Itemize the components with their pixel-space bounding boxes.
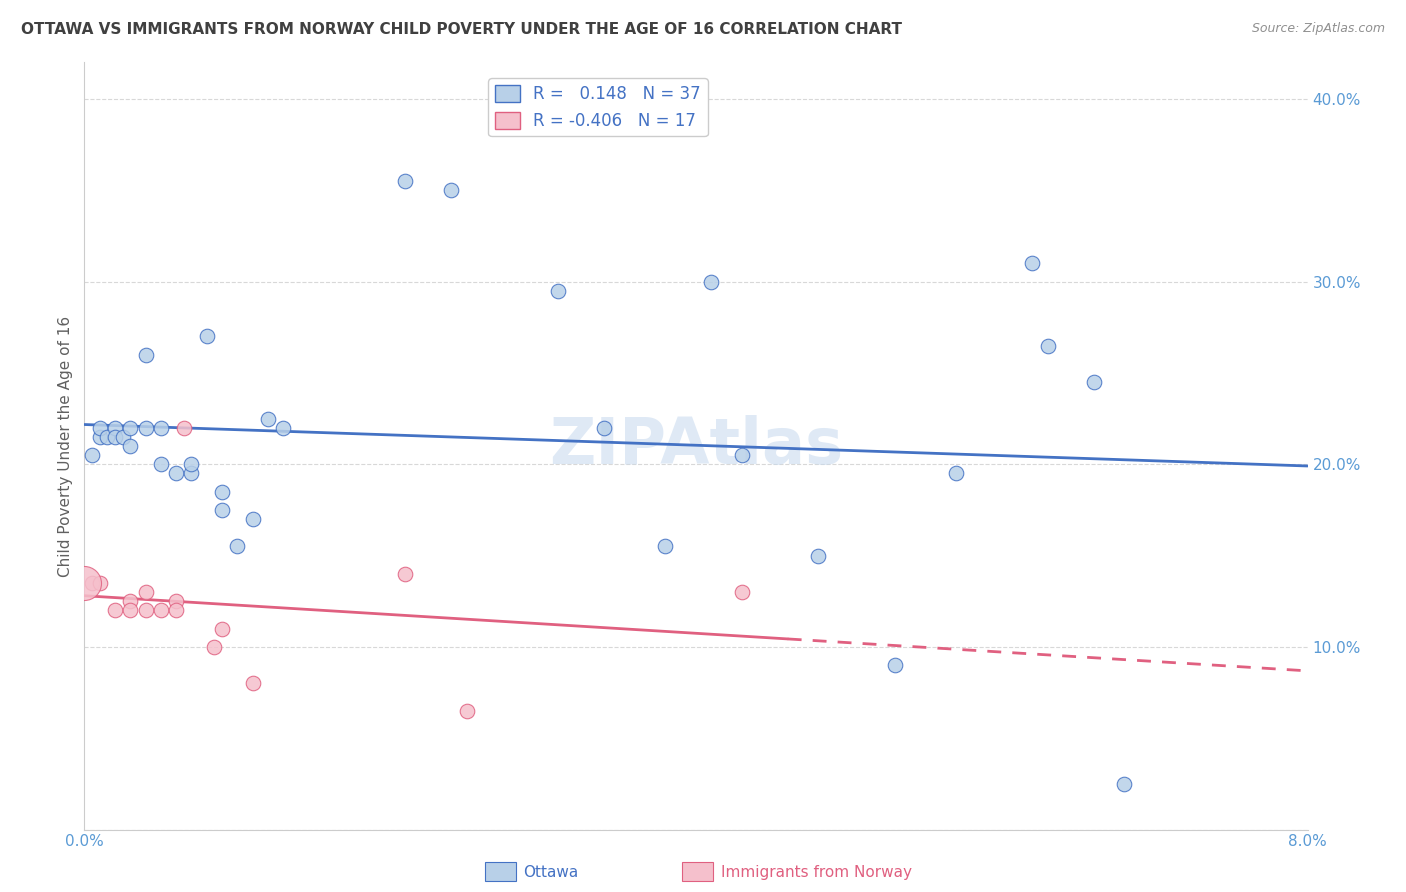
Point bbox=[120, 594, 142, 608]
Point bbox=[242, 676, 264, 690]
Point bbox=[271, 421, 294, 435]
Point bbox=[135, 603, 157, 617]
Point bbox=[211, 484, 233, 499]
Point bbox=[883, 658, 905, 673]
Point bbox=[173, 421, 195, 435]
Point bbox=[180, 467, 202, 481]
Point bbox=[195, 329, 218, 343]
Point bbox=[394, 174, 416, 188]
Point bbox=[440, 183, 463, 197]
Point bbox=[89, 421, 111, 435]
Point bbox=[211, 503, 233, 517]
Point bbox=[104, 430, 127, 444]
Text: Immigrants from Norway: Immigrants from Norway bbox=[721, 865, 912, 880]
Point bbox=[700, 275, 723, 289]
Point bbox=[165, 467, 187, 481]
Point bbox=[96, 430, 118, 444]
Text: Source: ZipAtlas.com: Source: ZipAtlas.com bbox=[1251, 22, 1385, 36]
Point bbox=[149, 421, 172, 435]
Y-axis label: Child Poverty Under the Age of 16: Child Poverty Under the Age of 16 bbox=[58, 316, 73, 576]
Point bbox=[1021, 256, 1043, 270]
Text: ZIPAtlas: ZIPAtlas bbox=[548, 415, 844, 477]
Point bbox=[945, 467, 967, 481]
Point bbox=[547, 284, 569, 298]
Legend: R =   0.148   N = 37, R = -0.406   N = 17: R = 0.148 N = 37, R = -0.406 N = 17 bbox=[488, 78, 707, 136]
Point bbox=[242, 512, 264, 526]
Point bbox=[89, 576, 111, 591]
Point bbox=[104, 603, 127, 617]
Point bbox=[211, 622, 233, 636]
Point bbox=[165, 594, 187, 608]
Point bbox=[202, 640, 225, 654]
Point bbox=[104, 421, 127, 435]
Point bbox=[226, 540, 249, 554]
Point bbox=[394, 566, 416, 581]
Point bbox=[135, 348, 157, 362]
Point bbox=[120, 439, 142, 453]
Point bbox=[73, 576, 96, 591]
Point bbox=[89, 430, 111, 444]
Point bbox=[120, 603, 142, 617]
Point bbox=[1083, 375, 1105, 389]
Point bbox=[593, 421, 616, 435]
Point bbox=[80, 576, 103, 591]
Point bbox=[180, 457, 202, 471]
Point bbox=[165, 603, 187, 617]
Point bbox=[149, 457, 172, 471]
Point bbox=[731, 585, 754, 599]
Point bbox=[80, 448, 103, 462]
Text: Ottawa: Ottawa bbox=[523, 865, 578, 880]
Point bbox=[120, 421, 142, 435]
Point bbox=[135, 421, 157, 435]
Point bbox=[654, 540, 676, 554]
Point bbox=[111, 430, 134, 444]
Text: OTTAWA VS IMMIGRANTS FROM NORWAY CHILD POVERTY UNDER THE AGE OF 16 CORRELATION C: OTTAWA VS IMMIGRANTS FROM NORWAY CHILD P… bbox=[21, 22, 903, 37]
Point bbox=[1036, 338, 1059, 352]
Point bbox=[456, 704, 478, 718]
Point bbox=[731, 448, 754, 462]
Point bbox=[257, 411, 280, 425]
Point bbox=[1114, 777, 1136, 791]
Point bbox=[807, 549, 830, 563]
Point bbox=[149, 603, 172, 617]
Point bbox=[135, 585, 157, 599]
